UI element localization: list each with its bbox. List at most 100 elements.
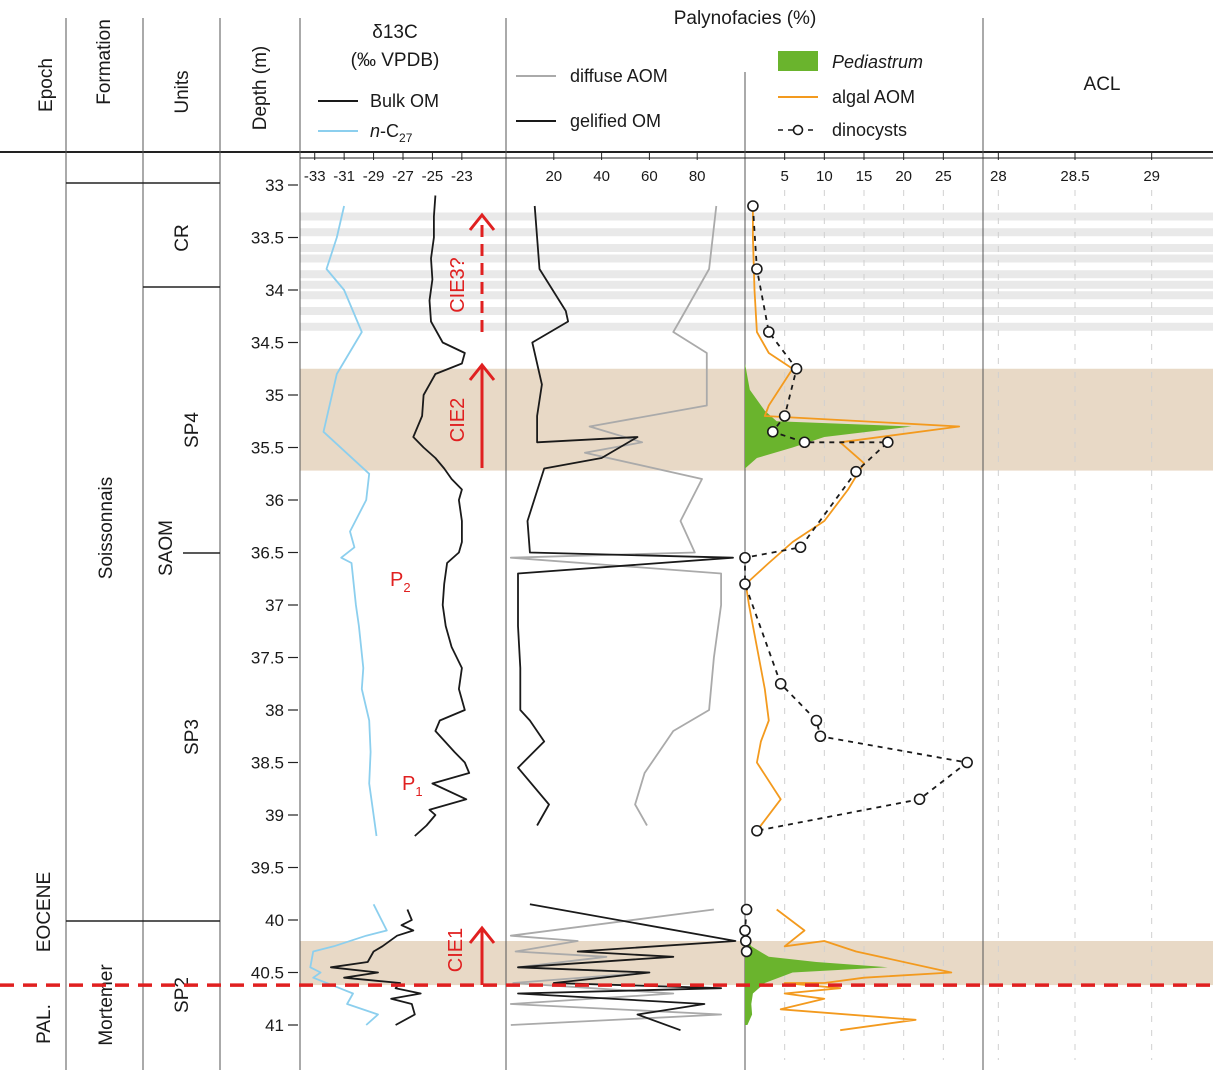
series-dinocysts-marker [740,903,753,916]
palynofacies-tick-label: 40 [593,168,610,185]
series-nc27 [322,205,378,837]
units-header: Units [172,70,193,113]
palynofacies-title: Palynofacies (%) [674,8,817,29]
legend-dinocysts-label: dinocysts [832,120,907,140]
algal-tick-label: 5 [780,168,788,185]
stratigraphy: EOCENE PAL. Soissonnais Mortemer CR SP4 … [34,182,220,1046]
legend-nc27-label: n-C27 [370,121,413,145]
legend: Bulk OM n-C27 diffuse AOM gelified OM Pe… [318,51,923,145]
depth-tick-label: 35.5 [251,439,284,458]
d13c-tick-label: -25 [422,168,444,185]
palynofacies-tick-label: 80 [689,168,706,185]
series-dinocysts-marker [739,935,752,947]
series-dinocysts [744,909,748,952]
palynofacies-tick-label: 20 [545,168,562,185]
series-dinocysts-marker [747,200,759,212]
formation-mortemer: Mortemer [96,964,117,1046]
series-dinocysts-marker [740,945,753,958]
algal-tick-label: 20 [895,168,912,185]
unit-saom: SAOM [156,520,177,576]
epoch-header: Epoch [36,58,57,112]
legend-pediastrum-swatch [778,51,818,71]
cie3-band [300,228,1213,237]
series-dinocysts-marker [881,436,894,449]
series-nc27 [309,903,388,1026]
unit-cr: CR [172,224,193,251]
acl-tick-label: 29 [1143,168,1160,185]
legend-algal-aom-label: algal AOM [832,87,915,107]
series-dinocysts-marker [810,714,823,727]
series-dinocysts-marker [751,263,763,275]
cie2-arrow [468,362,496,468]
depth-tick-label: 33.5 [251,229,284,248]
depth-header: Depth (m) [250,46,271,130]
unit-sp4: SP4 [182,412,203,448]
acl-tick-label: 28 [990,168,1007,185]
annotation-p2: P2 [390,569,411,595]
cie3-band [300,244,1213,252]
annotation-p1: P1 [402,773,423,799]
series-dinocysts-marker [961,756,973,769]
acl-tick-label: 28.5 [1060,168,1089,185]
series-dinocysts-marker [751,824,763,837]
formation-soissonnais: Soissonnais [96,477,117,579]
legend-dinocysts-marker [792,124,804,136]
depth-tick-label: 34.5 [251,334,284,353]
depth-tick-label: 40 [265,911,284,930]
series-pediastrum [745,363,912,469]
series-dinocysts-marker [794,541,807,554]
annotation-cie3: CIE3? [447,257,469,313]
series-acl [1026,211,1159,836]
depth-tick-label: 36 [265,491,284,510]
legend-bulk-om-label: Bulk OM [370,91,439,111]
d13c-tick-label: -27 [392,168,414,185]
series-diffuse-aom [509,205,722,826]
acl-header: ACL [1084,74,1121,95]
series-dinocysts-marker [774,677,787,690]
unit-sp2: SP2 [172,977,193,1013]
series-dinocysts-marker [739,578,751,590]
annotation-cie2: CIE2 [447,398,469,442]
cie3-band [300,212,1213,221]
algal-tick-label: 15 [856,168,873,185]
depth-tick-label: 40.5 [251,964,284,983]
series-bulk-om [329,909,422,1026]
series-dinocysts-marker [778,410,791,422]
depth-tick-label: 39.5 [251,859,284,878]
algal-tick-label: 25 [935,168,952,185]
depth-tick-label: 39 [265,806,284,825]
d13c-tick-label: -29 [363,168,385,185]
epoch-eocene: EOCENE [34,872,55,952]
series-dinocysts-marker [766,425,779,438]
unit-sp3: SP3 [182,719,203,755]
epoch-paleocene: PAL. [34,1004,55,1044]
cie1-arrow [468,925,496,985]
series-bulk-om [412,195,471,837]
formation-header: Formation [94,19,115,105]
depth-tick-label: 33 [265,176,284,195]
axes-layer: 33 33.5 34 34.5 35 35.5 36 36.5 37 37.5 38 38.5 39 39… [251,152,1213,1060]
series-dinocysts-marker [798,436,811,449]
data-layer [0,195,1213,1032]
series-dinocysts-marker [850,465,862,478]
algal-tick-label: 10 [816,168,833,185]
series-algal-aom [776,908,953,1032]
frame-lines [0,18,1213,1070]
series-gelified-om [517,205,734,826]
series-dinocysts-marker [790,362,803,375]
depth-tick-label: 41 [265,1016,284,1035]
cie3-arrow [468,212,496,332]
depth-tick-label: 38.5 [251,754,284,773]
series-dinocysts [744,205,968,832]
palynofacies-tick-label: 60 [641,168,658,185]
series-gelified-om [517,903,737,1032]
legend-pediastrum-label: Pediastrum [832,52,923,72]
d13c-tick-label: -31 [333,168,355,185]
depth-tick-label: 38 [265,701,284,720]
headers: Epoch Formation Units Depth (m) δ13C (‰ … [36,8,1120,130]
series-dinocysts-marker [913,793,926,806]
series-dinocysts-marker [762,326,775,338]
series-dinocysts-marker [739,551,751,564]
series-algal-aom [744,206,961,832]
